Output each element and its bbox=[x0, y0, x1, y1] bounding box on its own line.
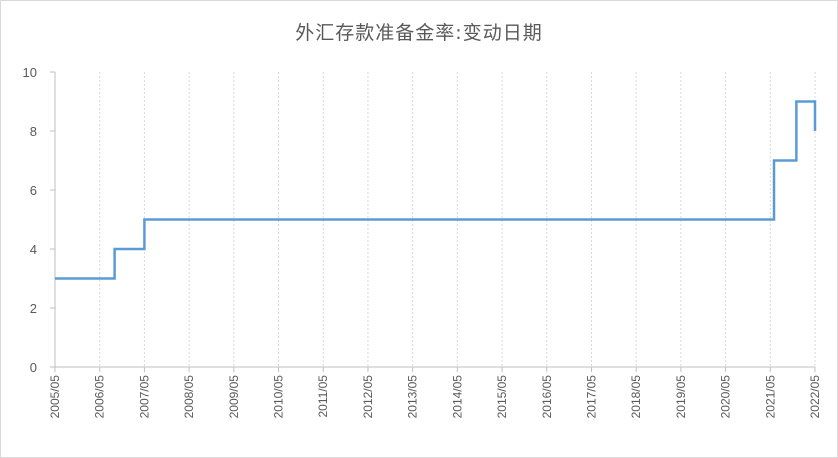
x-tick-label: 2020/05 bbox=[719, 375, 733, 419]
x-tick-label: 2008/05 bbox=[182, 375, 196, 419]
y-tick-label: 10 bbox=[23, 65, 37, 80]
y-tick-label: 8 bbox=[30, 124, 37, 139]
x-tick-label: 2018/05 bbox=[629, 375, 643, 419]
y-tick-label: 4 bbox=[30, 242, 37, 257]
y-tick-label: 0 bbox=[30, 360, 37, 375]
x-tick-label: 2021/05 bbox=[763, 375, 777, 419]
x-tick-label: 2019/05 bbox=[674, 375, 688, 419]
x-tick-label: 2006/05 bbox=[93, 375, 107, 419]
chart-title: 外汇存款准备金率:变动日期 bbox=[295, 22, 543, 44]
x-tick-label: 2011/05 bbox=[316, 375, 330, 418]
x-tick-label: 2009/05 bbox=[227, 375, 241, 419]
x-tick-label: 2016/05 bbox=[540, 375, 554, 419]
x-tick-label: 2022/05 bbox=[808, 375, 822, 419]
x-tick-label: 2013/05 bbox=[406, 375, 420, 419]
y-tick-label: 6 bbox=[30, 183, 37, 198]
x-tick-label: 2007/05 bbox=[137, 375, 151, 419]
x-tick-label: 2010/05 bbox=[272, 375, 286, 419]
x-tick-label: 2005/05 bbox=[48, 375, 62, 419]
x-tick-label: 2014/05 bbox=[450, 375, 464, 419]
x-tick-label: 2015/05 bbox=[495, 375, 509, 419]
y-tick-label: 2 bbox=[30, 301, 37, 316]
series-line bbox=[55, 100, 817, 280]
x-tick-label: 2017/05 bbox=[584, 375, 598, 419]
x-tick-label: 2012/05 bbox=[361, 375, 375, 419]
